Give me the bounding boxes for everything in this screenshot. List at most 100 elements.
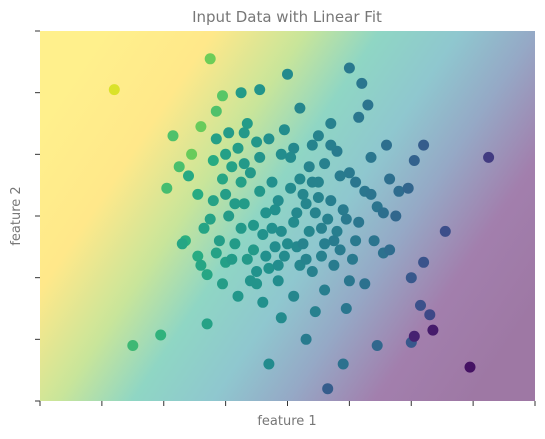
data-point-144 <box>226 253 238 265</box>
data-point-134 <box>285 151 297 163</box>
data-point-16 <box>235 176 247 188</box>
data-point-121 <box>251 266 263 277</box>
data-point-119 <box>260 207 272 219</box>
data-point-75 <box>319 284 331 296</box>
data-point-155 <box>365 188 377 200</box>
data-point-6 <box>167 130 179 142</box>
data-point-126 <box>223 127 235 139</box>
data-point-65 <box>343 62 355 74</box>
data-point-142 <box>300 253 312 265</box>
data-point-5 <box>210 105 222 117</box>
data-point-154 <box>350 176 362 188</box>
data-point-29 <box>229 238 241 250</box>
data-point-106 <box>347 253 358 265</box>
data-point-74 <box>309 306 321 318</box>
data-point-138 <box>260 250 272 262</box>
data-point-26 <box>201 269 213 281</box>
data-point-99 <box>275 225 287 237</box>
data-point-81 <box>337 358 349 370</box>
data-point-114 <box>334 170 346 182</box>
data-point-0 <box>108 84 120 96</box>
data-point-91 <box>418 139 430 151</box>
data-point-53 <box>350 235 362 247</box>
data-point-123 <box>377 207 389 219</box>
data-point-25 <box>192 250 204 262</box>
data-point-70 <box>232 290 244 302</box>
data-point-49 <box>325 195 337 207</box>
data-point-109 <box>229 198 241 210</box>
data-point-107 <box>322 213 334 225</box>
data-point-20 <box>238 198 250 210</box>
data-point-131 <box>343 275 355 287</box>
data-point-122 <box>288 142 300 154</box>
data-point-33 <box>263 262 275 274</box>
data-point-95 <box>427 324 439 336</box>
data-point-151 <box>266 222 278 234</box>
data-point-96 <box>408 330 420 342</box>
data-point-100 <box>297 188 309 200</box>
data-point-98 <box>322 383 334 395</box>
data-point-125 <box>312 130 324 142</box>
data-point-3 <box>186 148 198 160</box>
data-point-82 <box>300 333 312 345</box>
data-point-13 <box>207 155 219 166</box>
data-point-150 <box>291 207 303 219</box>
data-point-42 <box>300 198 312 210</box>
data-point-94 <box>390 210 402 222</box>
data-point-34 <box>257 229 269 240</box>
data-point-30 <box>241 253 253 265</box>
data-point-18 <box>213 235 225 247</box>
data-point-36 <box>266 176 278 188</box>
data-point-148 <box>251 136 263 148</box>
axis-ticks <box>35 30 536 406</box>
data-point-97 <box>464 361 476 373</box>
data-point-132 <box>254 151 266 163</box>
data-point-19 <box>223 210 235 222</box>
data-point-39 <box>285 182 297 194</box>
data-point-145 <box>207 195 219 207</box>
data-point-140 <box>272 195 284 207</box>
data-point-120 <box>303 161 315 173</box>
data-point-8 <box>173 161 185 173</box>
data-point-130 <box>328 235 340 247</box>
data-point-31 <box>248 219 259 231</box>
data-point-159 <box>272 259 284 271</box>
data-point-104 <box>316 250 327 262</box>
data-point-62 <box>294 102 306 114</box>
data-point-157 <box>238 158 250 170</box>
data-point-102 <box>217 278 228 290</box>
data-point-67 <box>353 111 365 123</box>
data-point-69 <box>263 133 275 145</box>
data-point-24 <box>235 87 247 99</box>
data-point-35 <box>269 204 281 216</box>
data-point-48 <box>306 139 318 151</box>
data-point-118 <box>220 188 232 200</box>
data-point-41 <box>294 173 306 185</box>
y-axis-label: feature 2 <box>9 186 24 245</box>
data-point-101 <box>248 244 259 256</box>
data-point-4 <box>217 90 228 102</box>
data-point-152 <box>282 238 293 250</box>
data-point-90 <box>408 155 420 166</box>
data-point-1 <box>204 53 216 65</box>
data-point-128 <box>297 238 309 250</box>
data-point-68 <box>362 99 374 111</box>
x-axis-label: feature 1 <box>257 414 316 429</box>
data-point-76 <box>340 303 352 314</box>
data-point-37 <box>275 148 287 160</box>
data-point-156 <box>319 238 331 250</box>
data-point-61 <box>325 118 337 129</box>
data-point-87 <box>418 256 430 268</box>
data-point-64 <box>282 68 293 80</box>
data-point-149 <box>325 139 337 151</box>
data-point-93 <box>483 151 495 163</box>
data-point-158 <box>198 222 210 234</box>
data-point-80 <box>263 358 275 370</box>
data-point-143 <box>235 222 247 234</box>
data-point-136 <box>306 176 318 188</box>
data-point-127 <box>278 250 290 262</box>
data-point-147 <box>384 244 396 256</box>
data-point-108 <box>340 213 352 225</box>
data-point-45 <box>309 207 321 219</box>
data-point-79 <box>201 318 213 330</box>
